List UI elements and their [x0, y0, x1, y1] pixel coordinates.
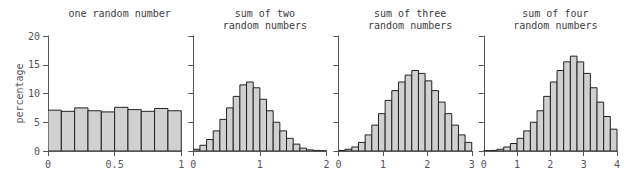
svg-text:percentage: percentage	[14, 63, 25, 123]
svg-text:sum of two: sum of two	[235, 8, 295, 19]
svg-text:1: 1	[514, 159, 520, 170]
svg-text:15: 15	[28, 59, 40, 70]
svg-text:2: 2	[547, 159, 553, 170]
svg-text:2: 2	[323, 159, 329, 170]
svg-text:one random number: one random number	[68, 8, 170, 19]
svg-text:1: 1	[257, 159, 263, 170]
svg-text:sum of four: sum of four	[522, 8, 588, 19]
svg-text:random numbers: random numbers	[368, 20, 452, 31]
svg-text:random numbers: random numbers	[513, 20, 597, 31]
svg-text:4: 4	[614, 159, 620, 170]
svg-text:0: 0	[335, 159, 341, 170]
svg-text:0: 0	[481, 159, 487, 170]
svg-text:10: 10	[28, 88, 40, 99]
svg-text:5: 5	[34, 117, 40, 128]
svg-text:2: 2	[424, 159, 430, 170]
svg-text:0.5: 0.5	[106, 159, 124, 170]
svg-text:1: 1	[380, 159, 386, 170]
svg-text:20: 20	[28, 31, 40, 42]
svg-text:0: 0	[190, 159, 196, 170]
svg-text:1: 1	[178, 159, 184, 170]
svg-text:0: 0	[45, 159, 51, 170]
svg-text:3: 3	[581, 159, 587, 170]
svg-text:3: 3	[469, 159, 475, 170]
svg-text:sum of three: sum of three	[374, 8, 446, 19]
svg-text:0: 0	[34, 146, 40, 157]
svg-text:random numbers: random numbers	[223, 20, 307, 31]
